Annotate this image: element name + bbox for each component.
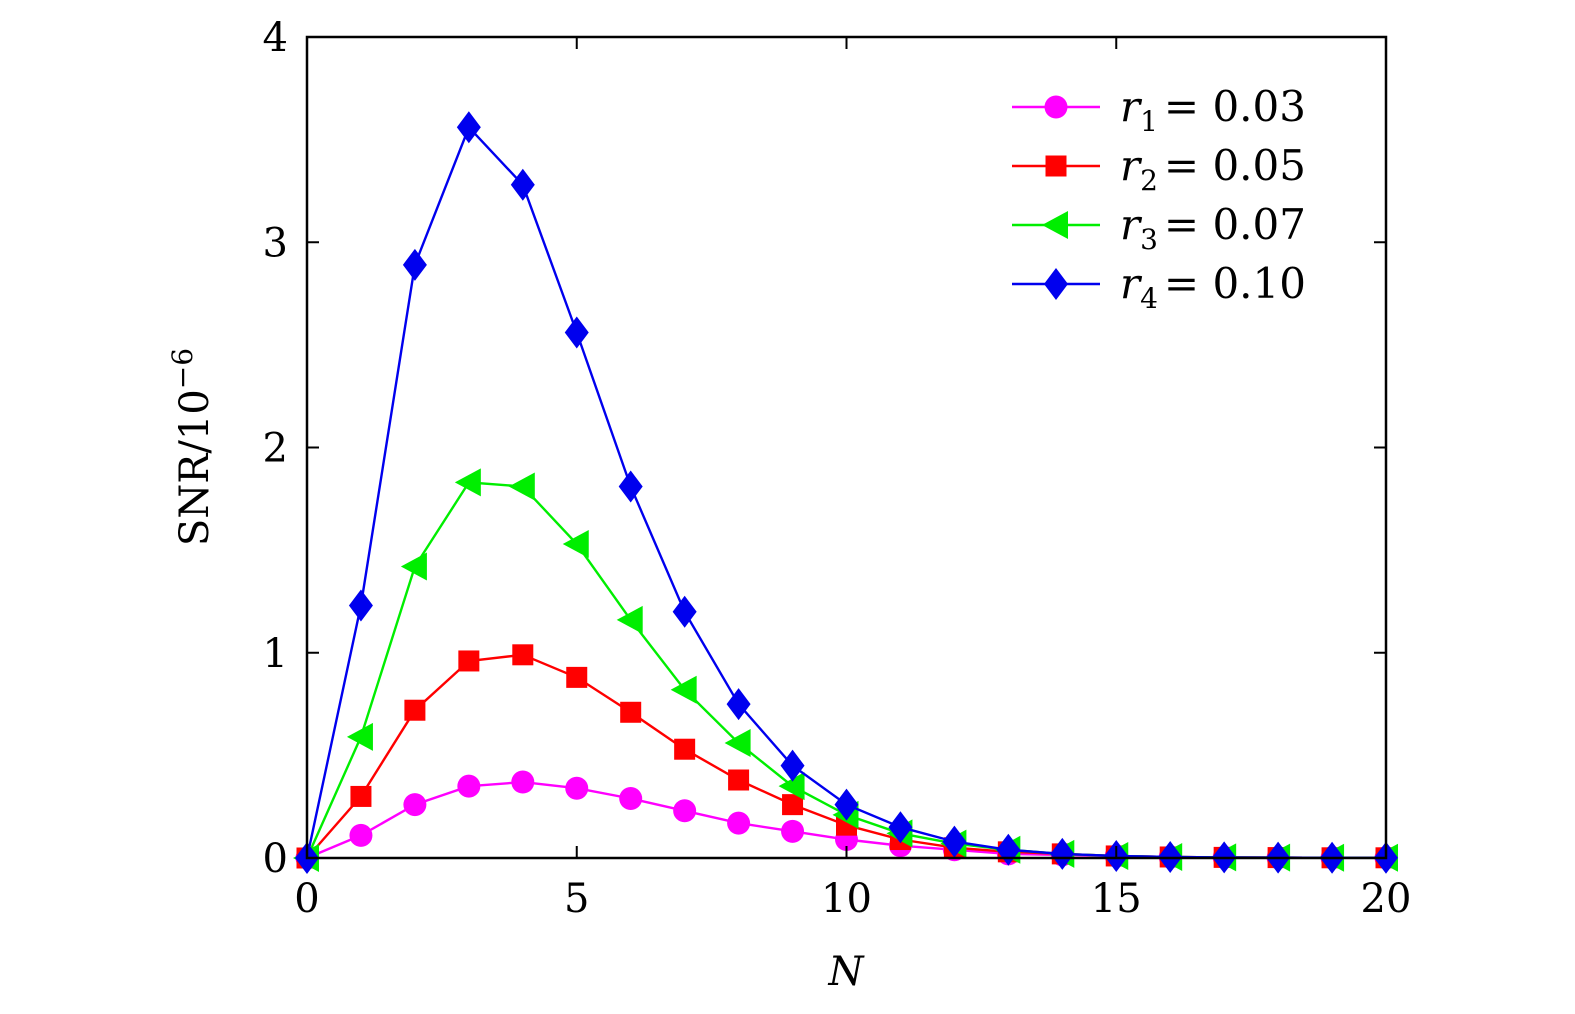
data-point-triangle-left bbox=[670, 675, 697, 704]
x-tick-label: 20 bbox=[1361, 876, 1412, 922]
data-point-diamond bbox=[942, 825, 967, 858]
data-point-circle bbox=[727, 811, 751, 835]
y-tick-label: 3 bbox=[263, 220, 288, 266]
legend-label: r1 = 0.03 bbox=[1120, 82, 1306, 138]
legend-label: r3 = 0.07 bbox=[1120, 200, 1306, 256]
x-tick-label: 15 bbox=[1091, 876, 1142, 922]
y-tick-label: 4 bbox=[263, 15, 288, 61]
data-point-diamond bbox=[618, 470, 643, 503]
data-point-diamond bbox=[402, 248, 427, 281]
data-point-circle bbox=[349, 823, 373, 847]
data-point-triangle-left bbox=[778, 772, 805, 801]
y-tick-label: 1 bbox=[263, 631, 288, 677]
legend-value: = 0.05 bbox=[1164, 141, 1306, 190]
data-point-triangle-left bbox=[562, 529, 589, 558]
data-point-diamond bbox=[672, 595, 697, 628]
y-tick-label: 0 bbox=[263, 836, 288, 882]
y-axis-title-text: SNR/10 bbox=[172, 389, 218, 546]
data-point-circle bbox=[403, 793, 427, 817]
data-point-circle bbox=[673, 799, 697, 823]
legend-swatch-marker bbox=[1045, 155, 1067, 177]
data-point-diamond bbox=[510, 168, 535, 201]
data-point-square bbox=[782, 794, 804, 816]
data-point-diamond bbox=[348, 589, 373, 622]
x-tick-label: 10 bbox=[821, 876, 872, 922]
data-point-diamond bbox=[564, 316, 589, 349]
legend-var: r bbox=[1120, 82, 1143, 131]
legend-item: r2 = 0.05 bbox=[1012, 141, 1306, 197]
legend-swatch-marker bbox=[1044, 95, 1068, 119]
data-point-triangle-left bbox=[724, 729, 751, 758]
data-point-circle bbox=[781, 819, 805, 843]
data-point-triangle-left bbox=[400, 552, 427, 581]
legend-swatch-marker bbox=[1042, 211, 1068, 239]
data-point-triangle-left bbox=[616, 605, 643, 634]
data-point-circle bbox=[457, 774, 481, 798]
series-square bbox=[296, 644, 1397, 869]
legend-var: r bbox=[1120, 200, 1143, 249]
legend-subscript: 3 bbox=[1140, 223, 1158, 256]
y-axis-title-exponent: −6 bbox=[166, 348, 199, 389]
legend-var: r bbox=[1120, 259, 1143, 308]
data-point-square bbox=[566, 666, 588, 688]
legend-subscript: 2 bbox=[1140, 164, 1158, 197]
ticks-layer: 0 5 10 15 20 0 1 2 3 4 bbox=[263, 15, 1412, 922]
data-point-square bbox=[458, 650, 480, 672]
data-point-diamond bbox=[834, 788, 859, 821]
legend-var: r bbox=[1120, 141, 1143, 190]
x-tick-label: 0 bbox=[294, 876, 319, 922]
legend-value: = 0.07 bbox=[1164, 200, 1306, 249]
legend-swatch-marker bbox=[1044, 268, 1068, 300]
x-tick-label: 5 bbox=[564, 876, 589, 922]
data-point-triangle-left bbox=[346, 722, 373, 751]
legend-item: r3 = 0.07 bbox=[1012, 200, 1306, 256]
legend-subscript: 1 bbox=[1140, 105, 1158, 138]
y-tick-label: 2 bbox=[263, 426, 288, 472]
data-point-triangle-left bbox=[454, 468, 481, 497]
y-axis-title: SNR/10−6 bbox=[166, 348, 218, 546]
legend-value: = 0.10 bbox=[1164, 259, 1306, 308]
legend-label: r2 = 0.05 bbox=[1120, 141, 1306, 197]
legend-subscript: 4 bbox=[1140, 282, 1158, 315]
data-point-circle bbox=[511, 770, 535, 794]
x-axis-title: N bbox=[828, 949, 866, 995]
data-point-diamond bbox=[456, 111, 481, 144]
data-point-square bbox=[404, 699, 426, 721]
data-point-diamond bbox=[1050, 837, 1075, 870]
legend-value: = 0.03 bbox=[1164, 82, 1306, 131]
data-point-circle bbox=[619, 786, 643, 810]
data-point-square bbox=[674, 738, 696, 760]
data-point-square bbox=[350, 785, 372, 807]
legend-item: r4 = 0.10 bbox=[1012, 259, 1306, 315]
data-point-diamond bbox=[780, 749, 805, 782]
legend-label: r4 = 0.10 bbox=[1120, 259, 1306, 315]
data-point-diamond bbox=[888, 811, 913, 844]
data-point-square bbox=[620, 701, 642, 723]
data-point-square bbox=[512, 644, 534, 666]
legend-item: r1 = 0.03 bbox=[1012, 82, 1306, 138]
data-point-triangle-left bbox=[508, 472, 535, 501]
data-point-diamond bbox=[726, 688, 751, 721]
data-point-circle bbox=[565, 776, 589, 800]
data-point-square bbox=[728, 769, 750, 791]
